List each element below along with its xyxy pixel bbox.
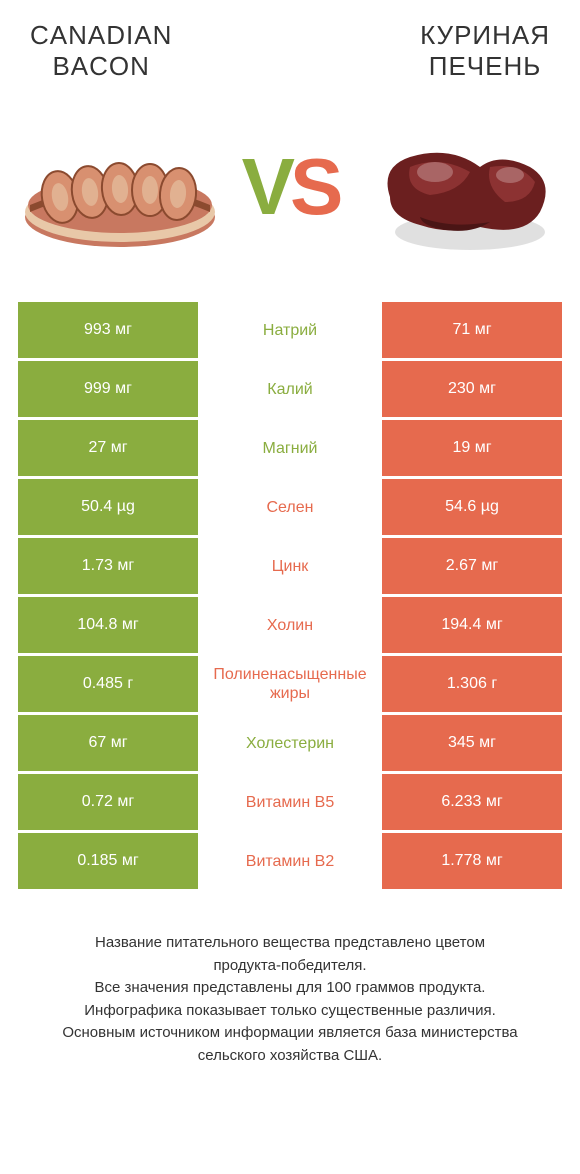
liver-image [360,117,560,257]
nutrient-label: Натрий [198,302,382,358]
footer: Название питательного вещества представл… [0,892,580,1087]
table-row: 0.485 гПолиненасыщенные жиры1.306 г [18,656,562,712]
right-value: 2.67 мг [382,538,562,594]
right-value: 1.778 мг [382,833,562,889]
left-value: 993 мг [18,302,198,358]
right-value: 6.233 мг [382,774,562,830]
header: CANADIAN BACON КУРИНАЯ ПЕЧЕНЬ [0,0,580,92]
table-row: 1.73 мгЦинк2.67 мг [18,538,562,594]
footer-text: Название питательного вещества представл… [20,932,560,1067]
images-row: VS [0,92,580,302]
nutrient-label: Цинк [198,538,382,594]
title-left: CANADIAN BACON [30,20,172,82]
right-value: 19 мг [382,420,562,476]
table-row: 27 мгМагний19 мг [18,420,562,476]
nutrient-label: Селен [198,479,382,535]
left-value: 104.8 мг [18,597,198,653]
left-value: 0.485 г [18,656,198,712]
vs-v: V [242,142,290,231]
bacon-image [20,117,220,257]
table-row: 50.4 µgСелен54.6 µg [18,479,562,535]
table-row: 0.185 мгВитамин B21.778 мг [18,833,562,889]
left-value: 1.73 мг [18,538,198,594]
right-value: 1.306 г [382,656,562,712]
nutrient-label: Магний [198,420,382,476]
right-value: 230 мг [382,361,562,417]
right-value: 71 мг [382,302,562,358]
left-value: 0.72 мг [18,774,198,830]
table-row: 0.72 мгВитамин B56.233 мг [18,774,562,830]
left-value: 50.4 µg [18,479,198,535]
right-value: 194.4 мг [382,597,562,653]
right-value: 54.6 µg [382,479,562,535]
nutrient-label: Калий [198,361,382,417]
table-row: 999 мгКалий230 мг [18,361,562,417]
nutrient-label: Витамин B5 [198,774,382,830]
table-row: 104.8 мгХолин194.4 мг [18,597,562,653]
left-value: 67 мг [18,715,198,771]
left-value: 27 мг [18,420,198,476]
title-right: КУРИНАЯ ПЕЧЕНЬ [420,20,550,82]
nutrient-label: Полиненасыщенные жиры [198,656,382,712]
nutrient-label: Холестерин [198,715,382,771]
table-row: 993 мгНатрий71 мг [18,302,562,358]
vs-s: S [290,142,338,231]
comparison-table: 993 мгНатрий71 мг999 мгКалий230 мг27 мгМ… [0,302,580,889]
left-value: 999 мг [18,361,198,417]
right-value: 345 мг [382,715,562,771]
vs-label: VS [242,141,339,233]
table-row: 67 мгХолестерин345 мг [18,715,562,771]
left-value: 0.185 мг [18,833,198,889]
nutrient-label: Витамин B2 [198,833,382,889]
nutrient-label: Холин [198,597,382,653]
